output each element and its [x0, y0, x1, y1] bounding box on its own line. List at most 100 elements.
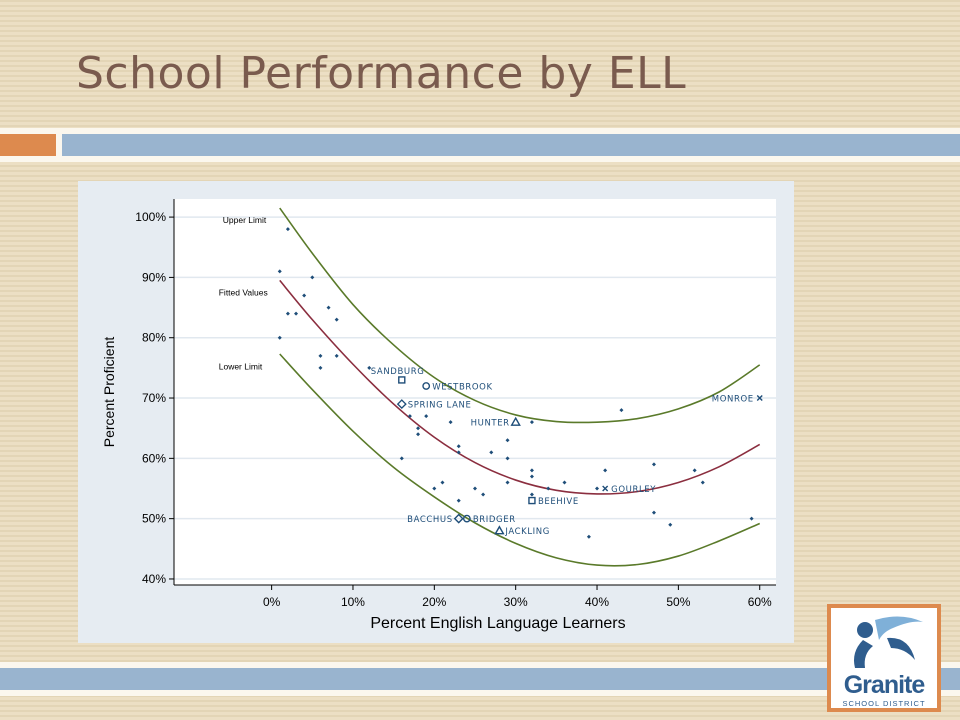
data-point [481, 492, 486, 497]
data-point [367, 365, 372, 370]
data-point [440, 480, 445, 485]
data-point [285, 311, 290, 316]
school-marker [398, 376, 406, 384]
y-tick-label: 50% [142, 512, 166, 526]
data-point [529, 468, 534, 473]
data-point [692, 468, 697, 473]
data-point [651, 510, 656, 515]
data-point [586, 534, 591, 539]
school-marker [602, 485, 609, 492]
gridlines [174, 216, 776, 580]
school-label: HUNTER [471, 419, 510, 429]
logo-figure-icon [854, 616, 923, 668]
data-point [277, 269, 282, 274]
y-tick-label: 60% [142, 451, 166, 465]
data-point [334, 317, 339, 322]
data-point [529, 420, 534, 425]
curve-lower-limit [279, 353, 761, 567]
data-points [277, 227, 754, 539]
school-marker [462, 514, 471, 523]
logo-name: Granite [843, 671, 926, 699]
school-label: GOURLEY [611, 485, 656, 495]
scatter-chart: 40% 50% 60% 70% 80% 90% 100% 0% 10% 20% 30% 40% 50% 6… [101, 199, 776, 632]
school-marker [494, 525, 505, 535]
chart-panel: 40% 50% 60% 70% 80% 90% 100% 0% 10% 20% 30% 40% 50% 6… [78, 181, 794, 643]
data-point [310, 275, 315, 280]
axes: 40% 50% 60% 70% 80% 90% 100% 0% 10% 20% 30% 40% 50% 6… [135, 199, 776, 609]
x-tick-label: 0% [263, 595, 281, 609]
data-point [651, 462, 656, 467]
top-divider [0, 128, 960, 162]
curve-label: Lower Limit [219, 362, 263, 372]
curve-upper-limit [279, 207, 761, 424]
x-tick-label: 40% [585, 595, 609, 609]
school-label: BACCHUS [407, 515, 453, 525]
data-point [285, 227, 290, 232]
data-point [489, 450, 494, 455]
data-point [749, 516, 754, 521]
x-tick-label: 20% [422, 595, 446, 609]
school-label: JACKLING [504, 527, 550, 537]
school-marker [510, 416, 521, 426]
blue-accent-bar [62, 134, 960, 156]
logo-subtitle: SCHOOL DISTRICT [842, 699, 926, 708]
x-tick-label: 60% [748, 595, 772, 609]
y-axis-title: Percent Proficient [101, 337, 117, 448]
data-point [505, 480, 510, 485]
x-tick-label: 10% [341, 595, 365, 609]
granite-logo: Granite SCHOOL DISTRICT [827, 604, 941, 712]
curve-fitted-values [279, 279, 761, 495]
data-point [318, 353, 323, 358]
data-point [529, 474, 534, 479]
data-point [700, 480, 705, 485]
y-tick-label: 100% [135, 210, 166, 224]
school-label: SPRING LANE [408, 401, 472, 411]
y-tick-label: 80% [142, 331, 166, 345]
data-point [416, 432, 421, 437]
data-point [529, 492, 534, 497]
data-point [334, 353, 339, 358]
slide-title: School Performance by ELL [76, 48, 687, 99]
data-point [318, 365, 323, 370]
school-marker [528, 496, 536, 505]
axis-labels: Percent English Language Learners Percen… [101, 337, 626, 632]
bottom-divider [0, 662, 960, 696]
data-point [562, 480, 567, 485]
x-axis-title: Percent English Language Learners [370, 615, 625, 632]
school-label: MONROE [712, 395, 754, 405]
data-point [473, 486, 477, 491]
data-point [505, 456, 510, 461]
data-point [407, 414, 412, 419]
data-point [424, 414, 429, 419]
data-point [277, 335, 282, 340]
school-marker [756, 395, 763, 402]
data-point [603, 468, 608, 473]
orange-accent-bar [0, 134, 56, 156]
data-point [302, 293, 307, 298]
data-point [399, 456, 404, 461]
data-point [456, 444, 461, 449]
school-marker [396, 399, 407, 410]
data-point [595, 486, 600, 491]
school-label: BEEHIVE [538, 497, 579, 507]
plot-area [174, 199, 776, 585]
x-tick-label: 50% [666, 595, 690, 609]
x-tick-label: 30% [504, 595, 528, 609]
school-marker [422, 382, 431, 390]
curve-label: Upper Limit [223, 215, 267, 225]
data-point [294, 311, 299, 316]
curve-label: Fitted Values [219, 288, 268, 298]
blue-accent-bar-bottom [0, 668, 960, 690]
data-point [456, 498, 461, 503]
data-point [432, 486, 437, 491]
data-point [546, 486, 551, 491]
data-point [456, 450, 461, 455]
data-point [505, 438, 510, 443]
school-marker [453, 513, 464, 524]
y-tick-label: 70% [142, 391, 166, 405]
data-point [416, 426, 421, 431]
school-label: WESTBROOK [432, 382, 492, 392]
school-label: SANDBURG [371, 367, 425, 377]
y-tick-label: 90% [142, 270, 166, 284]
data-point [619, 408, 624, 413]
